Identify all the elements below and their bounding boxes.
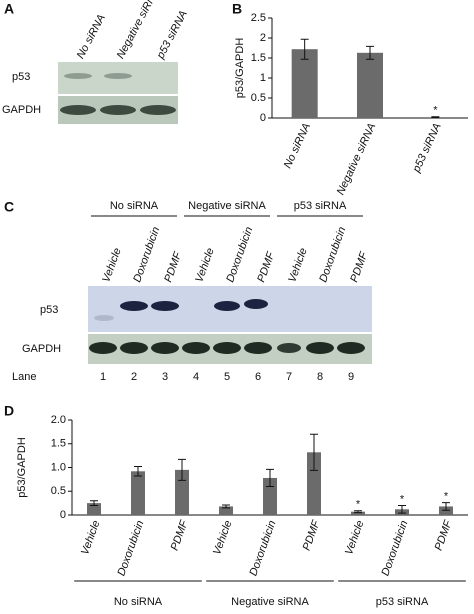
error-bar — [178, 458, 186, 481]
x-tick-label: p53 siRNA — [410, 121, 444, 175]
error-bar — [300, 38, 309, 60]
error-bar — [222, 504, 230, 509]
error-bar — [134, 466, 142, 477]
panel-label: B — [232, 1, 242, 17]
y-tick-label: 1.0 — [51, 461, 66, 473]
blot-c — [88, 286, 372, 364]
lane-label: Doxorubicin — [224, 225, 255, 284]
bar — [357, 52, 383, 118]
error-bar — [442, 502, 450, 511]
y-tick-label: 2 — [260, 32, 266, 44]
lane-number: 6 — [255, 371, 261, 383]
lane-label: PDMF — [255, 249, 277, 284]
lane-number: 3 — [162, 371, 168, 383]
bar — [263, 477, 277, 515]
group-label: p53 siRNA — [376, 596, 429, 608]
error-bar — [310, 433, 318, 471]
column-label: Negative siRNA — [115, 0, 162, 61]
error-bar — [354, 510, 362, 514]
lane-label: PDMF — [162, 249, 184, 284]
y-tick-label: 1.5 — [251, 52, 266, 64]
y-tick-label: 0 — [260, 112, 266, 124]
error-bar — [431, 116, 440, 119]
error-bar — [90, 500, 98, 506]
lane-label: Vehicle — [286, 246, 309, 284]
lane-title: Lane — [12, 371, 36, 383]
annotation: * — [356, 499, 361, 511]
annotation: * — [444, 491, 449, 503]
lane-label: PDMF — [348, 249, 370, 284]
row-label: GAPDH — [2, 104, 41, 116]
annotation: * — [433, 105, 438, 117]
lane-number: 1 — [100, 371, 106, 383]
row-label: p53 — [40, 304, 58, 316]
x-tick-label: Vehicle — [79, 519, 102, 557]
x-tick-label: PDMF — [433, 518, 455, 553]
x-tick-label: Doxorubicin — [115, 519, 146, 578]
lane-number: 2 — [131, 371, 137, 383]
bar — [87, 503, 101, 515]
y-tick-label: 2.5 — [251, 12, 266, 24]
y-tick-label: 0.5 — [251, 92, 266, 104]
group-label: No siRNA — [110, 200, 159, 212]
blot-a — [58, 62, 178, 124]
column-label: No siRNA — [75, 12, 108, 60]
lane-number: 9 — [348, 371, 354, 383]
lane-number: 8 — [317, 371, 323, 383]
y-tick-label: 1 — [260, 72, 266, 84]
bar — [351, 511, 365, 515]
bar — [131, 471, 145, 515]
row-label: GAPDH — [22, 343, 61, 355]
y-axis-label: p53/GAPDH — [16, 437, 28, 498]
panel-label: D — [4, 403, 14, 419]
row-label: p53 — [12, 71, 30, 83]
lane-label: Vehicle — [193, 246, 216, 284]
bar — [307, 452, 321, 515]
group-label: Negative siRNA — [188, 200, 266, 212]
x-tick-label: Doxorubicin — [379, 519, 410, 578]
y-tick-label: 2.0 — [51, 414, 66, 426]
y-axis-label: p53/GAPDH — [234, 38, 246, 99]
column-label: p53 siRNA — [154, 9, 190, 62]
x-tick-label: Doxorubicin — [247, 519, 278, 578]
y-tick-label: 0.5 — [51, 485, 66, 497]
group-label: No siRNA — [114, 596, 163, 608]
panel-label: A — [4, 1, 14, 17]
group-label: Negative siRNA — [231, 596, 309, 608]
error-bar — [398, 505, 406, 514]
lane-label: Vehicle — [100, 246, 123, 284]
y-tick-label: 1.5 — [51, 438, 66, 450]
bar — [291, 49, 318, 119]
bar — [175, 469, 189, 515]
annotation: * — [400, 493, 405, 505]
error-bar — [266, 468, 274, 487]
y-tick-label: 0 — [60, 509, 66, 521]
lane-number: 7 — [286, 371, 292, 383]
lane-label: Doxorubicin — [131, 225, 162, 284]
x-tick-label: No siRNA — [282, 121, 313, 170]
x-tick-label: PDMF — [169, 518, 191, 553]
lane-number: 5 — [224, 371, 230, 383]
x-tick-label: Vehicle — [211, 519, 234, 557]
lane-label: Doxorubicin — [317, 225, 348, 284]
group-label: p53 siRNA — [294, 200, 347, 212]
panel-label: C — [4, 199, 14, 215]
lane-number: 4 — [193, 371, 199, 383]
x-tick-label: Negative siRNA — [335, 121, 379, 196]
bar — [219, 506, 233, 515]
error-bar — [366, 45, 374, 60]
x-tick-label: Vehicle — [343, 519, 366, 557]
x-tick-label: PDMF — [301, 518, 323, 553]
